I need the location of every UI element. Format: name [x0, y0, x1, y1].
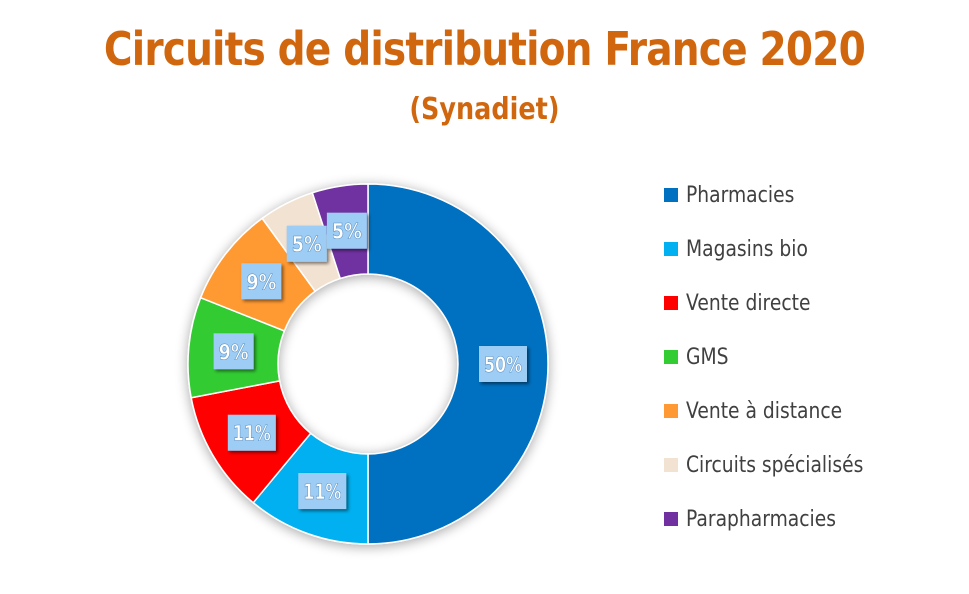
data-label-text: 9%	[219, 340, 249, 364]
data-label-3: 9%	[213, 333, 254, 370]
legend: Pharmacies Magasins bio Vente directe GMS Ve…	[664, 168, 895, 546]
legend-label: Vente directe	[686, 290, 811, 316]
chart-title: Circuits de distribution France 2020	[103, 22, 866, 76]
legend-label: Circuits spécialisés	[686, 452, 864, 478]
data-label-2: 11%	[227, 414, 276, 451]
legend-item: GMS	[664, 330, 895, 384]
data-label-text: 50%	[484, 353, 522, 377]
legend-swatch	[664, 188, 678, 202]
data-label-6: 5%	[326, 212, 367, 249]
legend-label: Magasins bio	[686, 236, 808, 262]
legend-item: Magasins bio	[664, 222, 895, 276]
legend-label: GMS	[686, 344, 729, 370]
data-label-1: 11%	[298, 473, 347, 510]
data-label-text: 11%	[303, 480, 341, 504]
legend-item: Vente à distance	[664, 384, 895, 438]
legend-swatch	[664, 242, 678, 256]
data-label-0: 50%	[479, 346, 527, 382]
data-label-4: 9%	[241, 263, 282, 300]
data-label-5: 5%	[286, 225, 327, 262]
data-label-text: 11%	[233, 422, 271, 446]
chart-subtitle: (Synadiet)	[409, 92, 560, 127]
legend-label: Vente à distance	[686, 398, 843, 424]
legend-label: Parapharmacies	[686, 506, 836, 532]
data-label-text: 9%	[246, 270, 276, 294]
slice-0	[367, 183, 549, 545]
legend-item: Vente directe	[664, 276, 895, 330]
legend-swatch	[664, 458, 678, 472]
legend-swatch	[664, 296, 678, 310]
data-label-text: 5%	[292, 233, 322, 257]
legend-swatch	[664, 512, 678, 526]
legend-item: Pharmacies	[664, 168, 895, 222]
legend-item: Circuits spécialisés	[664, 438, 895, 492]
legend-label: Pharmacies	[686, 182, 795, 208]
legend-swatch	[664, 350, 678, 364]
data-label-text: 5%	[332, 220, 362, 244]
legend-item: Parapharmacies	[664, 492, 895, 546]
legend-swatch	[664, 404, 678, 418]
